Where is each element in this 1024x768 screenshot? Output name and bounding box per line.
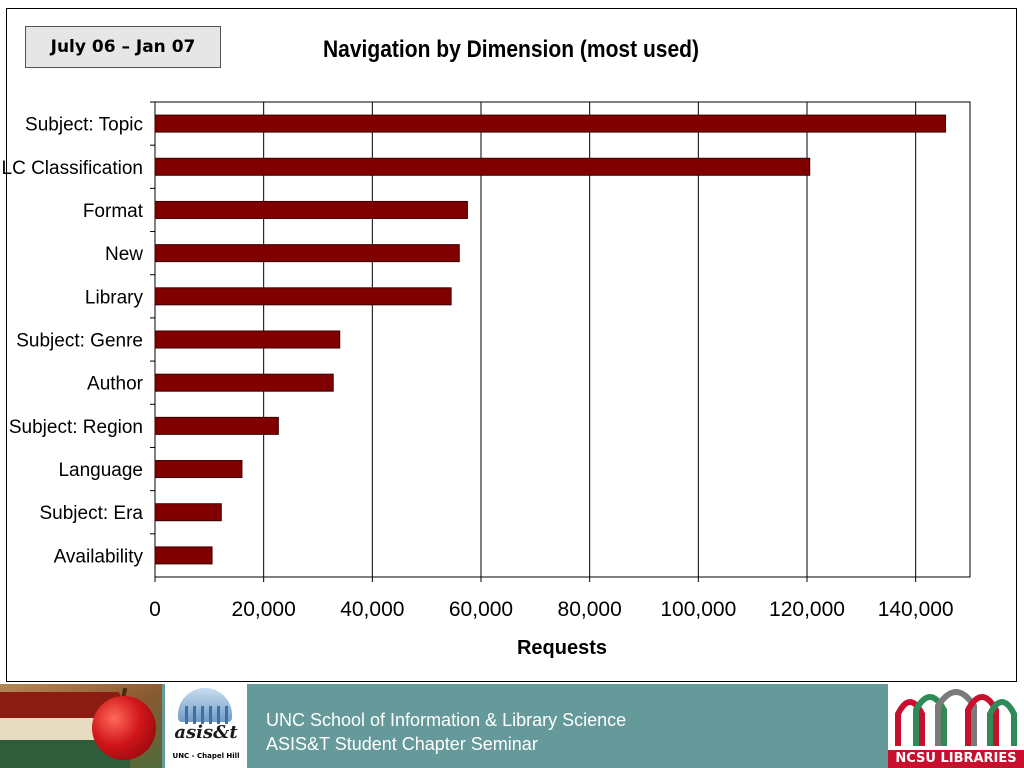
apple-icon: [92, 696, 156, 760]
footer-line-2: ASIS&T Student Chapter Seminar: [266, 734, 538, 754]
bar: [154, 546, 213, 565]
x-tick-label: 120,000: [769, 598, 845, 621]
category-label: LC Classification: [2, 158, 144, 179]
bar: [154, 200, 468, 219]
footer-band: asis&t UNC - Chapel Hill UNC School of I…: [0, 684, 1024, 768]
category-label: Subject: Topic: [25, 115, 143, 136]
category-label: Subject: Region: [9, 417, 143, 438]
bar: [154, 287, 452, 306]
bar: [154, 157, 811, 176]
footer-line-1: UNC School of Information & Library Scie…: [266, 710, 627, 730]
x-tick-label: 80,000: [558, 598, 622, 621]
category-label: Subject: Genre: [16, 331, 143, 352]
bar: [154, 373, 334, 392]
bar: [154, 244, 460, 263]
x-tick-label: 100,000: [660, 598, 736, 621]
category-label: Author: [87, 374, 144, 395]
bar: [154, 503, 222, 522]
x-tick-label: 20,000: [232, 598, 296, 621]
footer-text: UNC School of Information & Library Scie…: [266, 708, 626, 756]
asist-logo-text: asis&t: [174, 722, 238, 743]
category-label: Availability: [54, 546, 144, 567]
chart: Navigation by Dimension (most used) 0 20,0…: [2, 36, 971, 659]
books-apple-photo: [0, 684, 162, 768]
x-axis-title: Requests: [517, 637, 607, 659]
ncsu-arches-icon: [895, 689, 1017, 746]
category-label: New: [105, 244, 143, 265]
asist-logo: asis&t UNC - Chapel Hill: [165, 684, 247, 768]
asist-logo-subtitle: UNC - Chapel Hill: [172, 752, 240, 760]
ncsu-logo-text: NCSU LIBRARIES: [888, 750, 1024, 768]
x-tick-label: 0: [149, 598, 161, 621]
x-tick-label: 40,000: [340, 598, 404, 621]
category-label: Library: [85, 287, 144, 308]
x-tick-label: 140,000: [878, 598, 954, 621]
bar: [154, 460, 243, 479]
chart-title: Navigation by Dimension (most used): [323, 36, 699, 63]
category-label: Format: [83, 201, 144, 222]
bar: [154, 114, 947, 133]
x-tick-label: 60,000: [449, 598, 513, 621]
category-label: Subject: Era: [40, 503, 144, 524]
category-label: Language: [58, 460, 143, 481]
bar: [154, 330, 341, 349]
date-range-badge: July 06 – Jan 07: [25, 26, 221, 68]
ncsu-libraries-logo: NCSU LIBRARIES: [888, 684, 1024, 768]
bar: [154, 416, 279, 435]
